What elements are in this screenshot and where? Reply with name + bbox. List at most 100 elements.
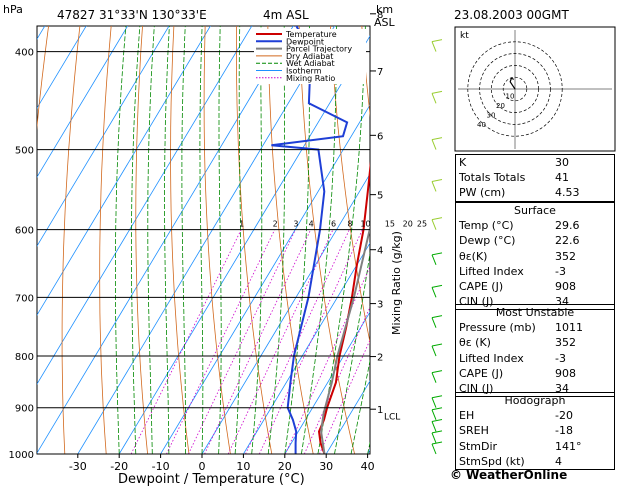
legend-entry: Mixing Ratio — [286, 74, 335, 83]
legend-entry: Parcel Trajectory — [286, 45, 352, 54]
isotherm-line — [243, 242, 370, 454]
index-row-k: K 30 — [459, 156, 569, 170]
wet-adiabat-line — [181, 26, 186, 454]
wind-barb — [431, 317, 437, 328]
wind-barb — [431, 409, 437, 420]
km-unit-bottom: ASL — [374, 16, 396, 29]
mixing-ratio-label: 15 — [385, 220, 395, 229]
dry-adiabat-line — [37, 26, 49, 131]
dry-adiabat-line — [99, 26, 112, 454]
mixing-ratio-line — [284, 265, 370, 454]
mixing-ratio-label: 10 — [360, 220, 370, 229]
km-tick-label: 8 — [377, 10, 383, 21]
km-unit-top: km — [376, 3, 393, 16]
wind-barb — [431, 139, 437, 150]
wind-barb — [431, 254, 437, 266]
legend-entry: Wet Adiabat — [286, 59, 335, 68]
mixing-ratio-line — [319, 338, 370, 454]
legend-background — [254, 29, 366, 84]
mixing-ratio-label: 20 — [403, 220, 413, 229]
hodograph-ring-label: 20 — [496, 102, 505, 110]
wind-barb — [431, 41, 437, 52]
temp-tick-label: -30 — [69, 460, 87, 473]
unstable-row: Pressure (mb) 1011 — [459, 321, 583, 335]
temp-tick-label: -10 — [152, 460, 170, 473]
km-tick-label: 5 — [377, 191, 383, 202]
wind-barb-feather — [431, 284, 443, 288]
mixing-ratio-line — [166, 229, 276, 454]
wind-barb-feather — [431, 90, 443, 94]
hodograph-ring-label: 40 — [477, 121, 486, 129]
hodo-row: SREH -18 — [459, 424, 573, 438]
mixing-ratio-label: 2 — [273, 220, 278, 229]
wind-barb — [431, 397, 437, 408]
wind-barb-feather — [431, 39, 443, 43]
unstable-row: θε (K) 352 — [459, 336, 576, 350]
hodograph-trace — [509, 77, 516, 90]
surface-row: Lifted Index -3 — [459, 264, 566, 278]
isotherm-line — [284, 311, 370, 454]
wet-adiabat-line — [350, 358, 370, 454]
unstable-row: CIN (J) 34 — [459, 382, 569, 396]
series-temperature — [317, 160, 370, 454]
wind-barb-feather — [431, 430, 443, 434]
wind-barb-feather — [431, 343, 443, 347]
wet-adiabat-line — [115, 26, 127, 454]
most-unstable-title: Most Unstable — [495, 306, 575, 320]
isotherm-line — [201, 173, 370, 454]
station-elevation: 4m ASL — [263, 8, 309, 22]
surface-row: θε(K) 352 — [459, 249, 576, 263]
unstable-row: Lifted Index -3 — [459, 351, 566, 365]
index-row-pw: PW (cm) 4.53 — [459, 186, 580, 200]
wet-adiabat-line — [251, 26, 263, 454]
hodo-row: StmSpd (kt) 4 — [459, 454, 562, 468]
mixing-ratio-axis-label: Mixing Ratio (g/kg) — [390, 231, 403, 335]
wind-barb — [431, 219, 437, 230]
datetime: 23.08.2003 00GMT — [454, 8, 569, 22]
wet-adiabat-line — [234, 26, 242, 454]
mixing-ratio-label: 4 — [309, 220, 314, 229]
unstable-row: CAPE (J) 908 — [459, 366, 576, 380]
wind-barb-feather — [431, 315, 443, 319]
dry-adiabat-line — [135, 26, 149, 454]
wet-adiabat-line — [164, 26, 170, 454]
wind-barb-feather — [431, 217, 443, 221]
index-row-totals: Totals Totals 41 — [459, 171, 569, 185]
wind-barb — [431, 93, 437, 104]
temp-tick-label: -20 — [110, 460, 128, 473]
surface-table: Surface Temp (°C) 29.6 Dewp (°C) 22.6 θε(K… — [455, 202, 615, 311]
most-unstable-table: Most Unstable Pressure (mb) 1011 θε (K) 35… — [455, 304, 615, 398]
dry-adiabat-line — [235, 26, 273, 454]
x-axis-label: Dewpoint / Temperature (°C) — [118, 472, 305, 486]
mixing-ratio-label: 3 — [293, 220, 298, 229]
wet-adiabat-line — [199, 26, 204, 454]
wind-barb-feather — [431, 178, 443, 182]
wind-barb — [431, 181, 437, 192]
dry-adiabat-line — [61, 26, 81, 454]
plot-frame — [36, 25, 371, 455]
hodo-row: EH -20 — [459, 409, 573, 423]
station-info: 47827 31°33'N 130°33'E — [57, 8, 207, 22]
wet-adiabat-line — [147, 26, 155, 454]
hodograph-kt-label: kt — [460, 31, 469, 41]
wind-barb-feather — [431, 252, 443, 256]
surface-row: Temp (°C) 29.6 — [459, 219, 580, 233]
surface-row: CAPE (J) 908 — [459, 280, 576, 294]
indices-table: K 30 Totals Totals 41 PW (cm) 4.53 — [455, 154, 615, 202]
mixing-ratio-label: 25 — [417, 220, 427, 229]
wind-barb-feather — [431, 441, 443, 445]
pressure-tick-label: 400 — [15, 48, 34, 59]
pressure-tick-label: 800 — [15, 352, 34, 363]
mixing-ratio-line — [258, 229, 363, 454]
wet-adiabat-line — [218, 26, 222, 454]
temp-tick-label: 0 — [199, 460, 206, 473]
wet-adiabat-line — [301, 26, 338, 454]
dry-adiabat-line — [203, 26, 231, 454]
legend-entry: Isotherm — [286, 67, 322, 76]
wind-barb — [431, 432, 437, 444]
lcl-label: LCL — [384, 413, 400, 423]
hodo-row: StmDir 141° — [459, 439, 582, 453]
mixing-ratio-line — [303, 306, 370, 454]
